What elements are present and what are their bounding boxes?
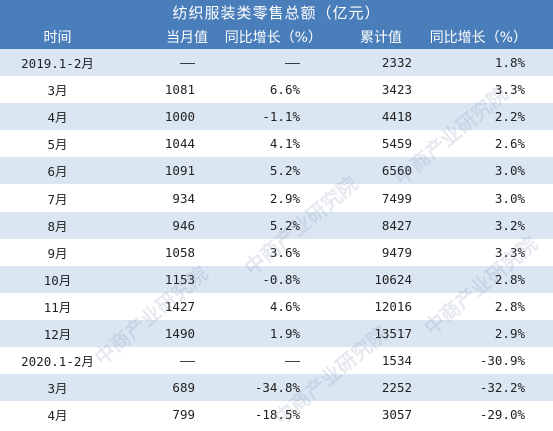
- cell-monthly-yoy: 5.2%: [269, 163, 300, 179]
- cell-monthly: 689: [172, 380, 195, 396]
- table-row: 4月 799 -18.5% 3057 -29.0%: [0, 401, 553, 429]
- header-cumulative-yoy: 同比增长（%）: [429, 29, 527, 46]
- cell-cumulative-yoy: 3.3%: [494, 244, 525, 260]
- table-row: 3月 689 -34.8% 2252 -32.2%: [0, 374, 553, 402]
- retail-table: 时间 当月值 同比增长（%） 累计值 同比增长（%） 2019.1-2月 —— ——…: [0, 24, 553, 429]
- cell-monthly-yoy: -0.8%: [262, 271, 300, 287]
- cell-cumulative-yoy: 2.8%: [494, 271, 525, 287]
- cell-cumulative: 4418: [381, 109, 412, 125]
- cell-cumulative-yoy: 2.6%: [494, 136, 525, 152]
- cell-monthly: 1490: [164, 325, 195, 341]
- cell-time: 12月: [43, 326, 72, 342]
- cell-monthly: 1153: [164, 271, 195, 287]
- cell-cumulative-yoy: 3.2%: [494, 217, 525, 233]
- cell-cumulative: 10624: [374, 271, 412, 287]
- cell-monthly-yoy: ——: [284, 353, 300, 369]
- cell-cumulative-yoy: -30.9%: [479, 353, 525, 369]
- table-header-row: 时间 当月值 同比增长（%） 累计值 同比增长（%）: [0, 24, 553, 49]
- table-row: 3月 1081 6.6% 3423 3.3%: [0, 76, 553, 104]
- cell-time: 3月: [47, 83, 68, 99]
- table-row: 6月 1091 5.2% 6560 3.0%: [0, 157, 553, 185]
- cell-monthly: 934: [172, 190, 195, 206]
- cell-monthly: ——: [179, 55, 195, 71]
- cell-cumulative-yoy: 3.3%: [494, 82, 525, 98]
- table-row: 2020.1-2月 —— —— 1534 -30.9%: [0, 347, 553, 375]
- cell-cumulative: 7499: [381, 190, 412, 206]
- cell-monthly-yoy: 4.6%: [269, 298, 300, 314]
- table-row: 10月 1153 -0.8% 10624 2.8%: [0, 265, 553, 293]
- cell-monthly-yoy: 1.9%: [269, 325, 300, 341]
- cell-cumulative-yoy: -32.2%: [479, 380, 525, 396]
- cell-time: 2019.1-2月: [21, 56, 94, 72]
- cell-time: 4月: [47, 408, 68, 424]
- table-body: 2019.1-2月 —— —— 2332 1.8% 3月 1081 6.6% 3423 3.3% 4…: [0, 49, 553, 429]
- cell-cumulative-yoy: -29.0%: [479, 407, 525, 423]
- table-row: 2019.1-2月 —— —— 2332 1.8%: [0, 49, 553, 77]
- table-row: 9月 1058 3.6% 9479 3.3%: [0, 238, 553, 266]
- header-monthly: 当月值: [166, 29, 208, 46]
- cell-time: 10月: [43, 272, 72, 288]
- table-title: 纺织服装类零售总额（亿元）: [0, 0, 553, 24]
- cell-monthly-yoy: -34.8%: [254, 380, 300, 396]
- header-cumulative: 累计值: [360, 29, 402, 46]
- table-row: 4月 1000 -1.1% 4418 2.2%: [0, 103, 553, 131]
- cell-cumulative-yoy: 2.2%: [494, 109, 525, 125]
- cell-monthly-yoy: -1.1%: [262, 109, 300, 125]
- cell-monthly-yoy: 4.1%: [269, 136, 300, 152]
- cell-monthly-yoy: 6.6%: [269, 82, 300, 98]
- header-monthly-yoy: 同比增长（%）: [224, 29, 322, 46]
- cell-cumulative: 6560: [381, 163, 412, 179]
- cell-time: 8月: [47, 218, 68, 234]
- table-row: 5月 1044 4.1% 5459 2.6%: [0, 130, 553, 158]
- cell-monthly: 1058: [164, 244, 195, 260]
- cell-cumulative: 5459: [381, 136, 412, 152]
- cell-monthly: 1427: [164, 298, 195, 314]
- table-row: 8月 946 5.2% 8427 3.2%: [0, 211, 553, 239]
- cell-monthly-yoy: -18.5%: [254, 407, 300, 423]
- cell-time: 2020.1-2月: [21, 354, 94, 370]
- cell-time: 6月: [47, 164, 68, 180]
- cell-cumulative: 12016: [374, 298, 412, 314]
- cell-monthly: 799: [172, 407, 195, 423]
- cell-monthly-yoy: ——: [284, 55, 300, 71]
- table-row: 7月 934 2.9% 7499 3.0%: [0, 184, 553, 212]
- cell-cumulative: 1534: [381, 353, 412, 369]
- cell-monthly: 1044: [164, 136, 195, 152]
- cell-time: 7月: [47, 191, 68, 207]
- table-row: 12月 1490 1.9% 13517 2.9%: [0, 319, 553, 348]
- cell-time: 11月: [43, 299, 72, 315]
- cell-cumulative-yoy: 2.9%: [494, 325, 525, 341]
- table-row: 11月 1427 4.6% 12016 2.8%: [0, 292, 553, 320]
- cell-time: 5月: [47, 137, 68, 153]
- cell-cumulative-yoy: 1.8%: [494, 55, 525, 71]
- cell-monthly-yoy: 2.9%: [269, 190, 300, 206]
- cell-monthly: ——: [179, 353, 195, 369]
- cell-time: 3月: [47, 381, 68, 397]
- cell-cumulative-yoy: 3.0%: [494, 163, 525, 179]
- cell-cumulative-yoy: 3.0%: [494, 190, 525, 206]
- cell-cumulative: 8427: [381, 217, 412, 233]
- cell-monthly: 946: [172, 217, 195, 233]
- cell-cumulative-yoy: 2.8%: [494, 298, 525, 314]
- cell-monthly-yoy: 3.6%: [269, 244, 300, 260]
- header-time: 时间: [43, 29, 72, 46]
- cell-monthly: 1000: [164, 109, 195, 125]
- cell-cumulative: 13517: [374, 325, 412, 341]
- cell-time: 9月: [47, 245, 68, 261]
- cell-monthly: 1081: [164, 82, 195, 98]
- cell-cumulative: 2252: [381, 380, 412, 396]
- cell-monthly: 1091: [164, 163, 195, 179]
- cell-cumulative: 3057: [381, 407, 412, 423]
- cell-cumulative: 2332: [381, 55, 412, 71]
- cell-cumulative: 3423: [381, 82, 412, 98]
- cell-cumulative: 9479: [381, 244, 412, 260]
- cell-monthly-yoy: 5.2%: [269, 217, 300, 233]
- cell-time: 4月: [47, 110, 68, 126]
